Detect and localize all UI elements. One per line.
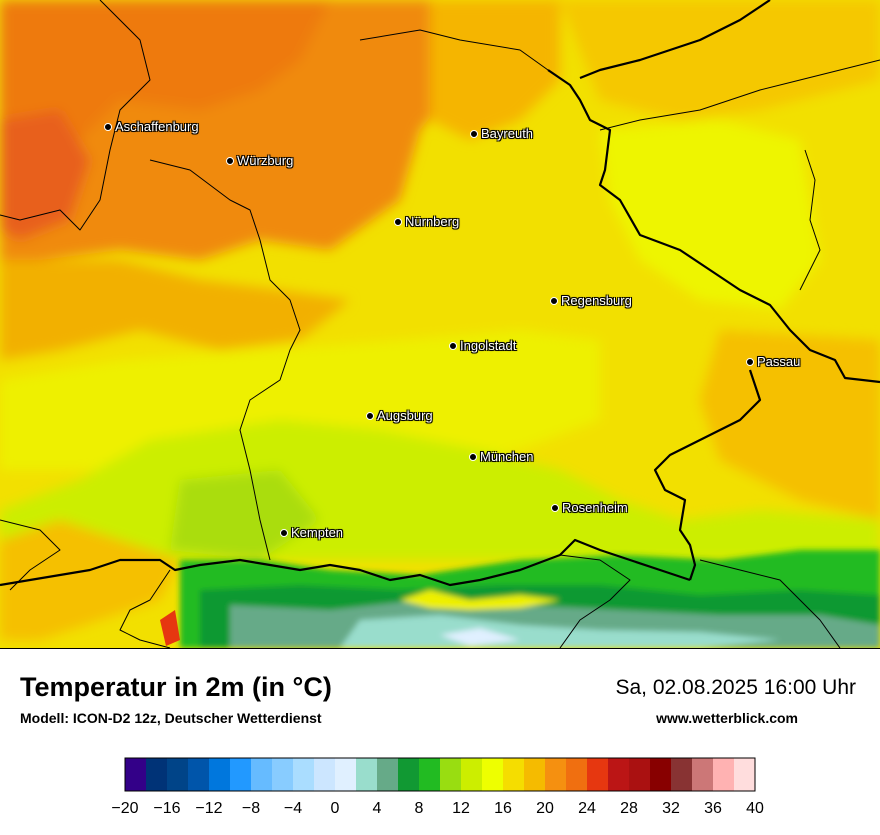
- city-name: Rosenheim: [562, 500, 628, 515]
- legend-tick-label: −4: [284, 800, 302, 817]
- color-legend: −20 −16 −12 −8 −4 0 4 8 12 16 20 24 28 32 36 40: [0, 750, 880, 830]
- legend-colorbar: −20 −16 −12 −8 −4 0 4 8 12 16 20 24 28 32 36 40: [111, 757, 764, 817]
- city-dot: [550, 296, 558, 305]
- legend-swatch: [419, 758, 441, 791]
- city-dot: [366, 411, 374, 420]
- legend-swatch: [356, 758, 378, 791]
- legend-swatch: [461, 758, 483, 791]
- city-label-regensburg: Regensburg: [550, 293, 632, 309]
- legend-swatch: [545, 758, 567, 791]
- legend-swatch: [503, 758, 525, 791]
- legend-tick-label: 28: [620, 800, 638, 817]
- legend-swatch: [734, 758, 756, 791]
- legend-swatch: [251, 758, 273, 791]
- city-dot: [470, 129, 478, 138]
- legend-swatch: [209, 758, 231, 791]
- city-name: Regensburg: [561, 293, 632, 308]
- forecast-datetime: Sa, 02.08.2025 16:00 Uhr: [615, 676, 856, 699]
- legend-swatch: [230, 758, 252, 791]
- legend-tick-label: 12: [452, 800, 470, 817]
- city-dot: [394, 217, 402, 226]
- city-name: Bayreuth: [481, 126, 534, 141]
- legend-swatch: [713, 758, 735, 791]
- city-name: München: [480, 449, 534, 464]
- city-dot: [746, 357, 754, 366]
- legend-swatch: [377, 758, 399, 791]
- city-dot: [449, 341, 457, 350]
- legend-swatch: [272, 758, 294, 791]
- legend-swatch: [125, 758, 147, 791]
- legend-tick-label: 40: [746, 800, 764, 817]
- legend-swatch: [335, 758, 357, 791]
- city-dot: [104, 122, 112, 131]
- city-label-muenchen: München: [469, 449, 533, 465]
- legend-tick-label: 4: [373, 800, 382, 817]
- city-label-bayreuth: Bayreuth: [470, 126, 533, 142]
- city-label-nuernberg: Nürnberg: [394, 214, 459, 230]
- legend-swatch: [293, 758, 315, 791]
- legend-swatch: [587, 758, 609, 791]
- legend-swatch: [608, 758, 630, 791]
- legend-tick-label: 36: [704, 800, 722, 817]
- website-link[interactable]: www.wetterblick.com: [656, 710, 798, 726]
- city-dot: [469, 452, 477, 461]
- legend-border: [124, 757, 756, 792]
- city-label-augsburg: Augsburg: [366, 408, 433, 424]
- legend-swatch: [650, 758, 672, 791]
- map-title: Temperatur in 2m (in °C): [20, 672, 332, 702]
- city-label-rosenheim: Rosenheim: [551, 500, 628, 516]
- legend-swatch: [482, 758, 504, 791]
- city-label-ingolstadt: Ingolstadt: [449, 338, 516, 354]
- legend-tick-label: 32: [662, 800, 680, 817]
- legend-swatch: [167, 758, 189, 791]
- city-dot: [551, 503, 559, 512]
- legend-tick-label: 16: [494, 800, 512, 817]
- legend-swatch: [629, 758, 651, 791]
- legend-swatch: [692, 758, 714, 791]
- city-label-wuerzburg: Würzburg: [226, 153, 293, 169]
- city-dot: [280, 528, 288, 537]
- legend-tick-label: 8: [415, 800, 424, 817]
- legend-tick-label: −20: [111, 800, 138, 817]
- legend-swatch: [566, 758, 588, 791]
- model-info: Modell: ICON-D2 12z, Deutscher Wetterdie…: [20, 710, 322, 726]
- city-dot: [226, 156, 234, 165]
- city-name: Nürnberg: [405, 214, 460, 229]
- legend-swatch: [671, 758, 693, 791]
- city-name: Ingolstadt: [460, 338, 517, 353]
- city-label-aschaffenburg: Aschaffenburg: [104, 119, 199, 135]
- legend-tick-label: 24: [578, 800, 596, 817]
- city-name: Augsburg: [377, 408, 433, 423]
- legend-swatch: [314, 758, 336, 791]
- legend-swatch: [524, 758, 546, 791]
- city-name: Aschaffenburg: [115, 119, 199, 134]
- legend-swatch: [146, 758, 168, 791]
- legend-swatch: [398, 758, 420, 791]
- legend-tick-label: 20: [536, 800, 554, 817]
- legend-swatch: [440, 758, 462, 791]
- legend-tick-label: −12: [195, 800, 222, 817]
- city-label-passau: Passau: [746, 354, 800, 370]
- city-name: Würzburg: [237, 153, 294, 168]
- temperature-map: Aschaffenburg Würzburg Bayreuth Nürnberg…: [0, 0, 880, 649]
- legend-swatch: [188, 758, 210, 791]
- city-name: Passau: [757, 354, 801, 369]
- legend-tick-label: 0: [331, 800, 340, 817]
- map-canvas: [0, 0, 880, 649]
- legend-tick-label: −16: [153, 800, 180, 817]
- legend-tick-label: −8: [242, 800, 260, 817]
- city-name: Kempten: [291, 525, 344, 540]
- city-label-kempten: Kempten: [280, 525, 343, 541]
